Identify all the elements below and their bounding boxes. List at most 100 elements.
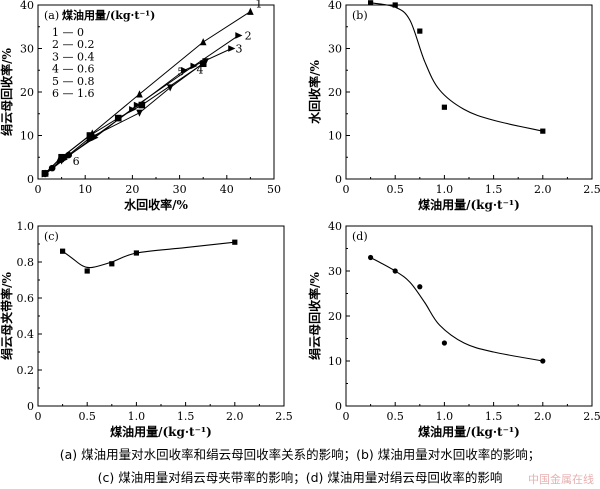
panel-1-legend-entry: 3 — 0.4 — [52, 50, 95, 63]
panel-4-y-tick-label: 40 — [328, 220, 342, 233]
panel-3-x-tick-label: 0 — [35, 410, 42, 423]
series-line-4 — [44, 61, 206, 175]
panel-4-y-tick-label: 30 — [328, 265, 342, 278]
panel-1-x-tick-label: 20 — [125, 183, 139, 196]
panel-2-y-tick-label: 0 — [335, 173, 342, 186]
panel-1-y-tick-label: 0 — [27, 173, 34, 186]
data-point-series-4 — [166, 84, 174, 92]
data-point-series-6 — [58, 156, 65, 163]
panel-1-x-tick-label: 0 — [35, 183, 42, 196]
panel-1-legend-entry: 5 — 0.8 — [52, 75, 95, 88]
series-curve-label-2: 2 — [245, 29, 252, 42]
panel-2-y-tick-label: 20 — [328, 86, 342, 99]
panel-2-data-point — [417, 28, 423, 34]
panel-4-x-tick-label: 0.5 — [386, 410, 404, 423]
panel-4-data-point — [368, 254, 374, 261]
watermark: 中国金属在线 — [528, 473, 594, 486]
panel-3-x-tick-label: 0.5 — [78, 410, 96, 423]
panel-3-y-tick-label: 1.0 — [17, 220, 35, 233]
panel-4-x-tick-label: 2.0 — [534, 410, 552, 423]
data-point-series-1 — [136, 90, 143, 98]
panel-4-axes-frame — [345, 225, 593, 407]
panel-4-panel-label: (d) — [352, 230, 368, 243]
caption-line-2: (c) 煤油用量对绢云母夹带率的影响；(d) 煤油用量对绢云母回收率的影响 — [97, 470, 503, 485]
panel-1-legend-entry: 4 — 0.6 — [52, 63, 95, 76]
panel-3-y-tick-label: 0.6 — [17, 292, 35, 305]
panel-4-x-tick-label: 1.5 — [485, 410, 503, 423]
data-point-series-5 — [138, 101, 146, 109]
panel-2-x-tick-label: 0 — [343, 183, 350, 196]
data-point-series-6 — [41, 170, 49, 178]
panel-1-y-tick-label: 30 — [20, 43, 34, 56]
series-curve-label-4: 4 — [197, 64, 204, 77]
panel-1-legend-entry: 2 — 0.2 — [52, 38, 95, 51]
panel-1-x-tick-label: 10 — [78, 183, 92, 196]
panel-3-data-point — [133, 250, 139, 256]
panel-4-y-axis-label: 绢云母回收率/% — [307, 272, 322, 360]
panel-2-y-tick-label: 10 — [328, 130, 342, 143]
data-point-series-2 — [235, 32, 243, 39]
panel-1-legend-title: 煤油用量/(kg·t⁻¹) — [62, 8, 155, 22]
panel-3-y-tick-label: 0 — [27, 400, 34, 413]
panel-3-y-tick-label: 0.2 — [17, 364, 35, 377]
panel-3-x-tick-label: 1.5 — [177, 410, 195, 423]
panel-3-y-axis-label: 绢云母夹带率/% — [0, 272, 14, 360]
panel-3-data-point — [84, 268, 90, 274]
panel-3-data-point — [109, 261, 115, 267]
data-point-series-1 — [247, 7, 254, 15]
panel-3-panel-label: (c) — [44, 230, 59, 243]
caption-line-1: (a) 煤油用量对水回收率和绢云母回收率关系的影响；(b) 煤油用量对水回收率的… — [59, 447, 541, 462]
series-curve-label-3: 3 — [236, 43, 243, 56]
panel-1-y-tick-label: 10 — [20, 130, 34, 143]
panel-1-y-tick-label: 20 — [20, 86, 34, 99]
data-point-series-3 — [228, 45, 236, 52]
panel-3-data-point — [60, 248, 66, 254]
panel-2-data-point — [392, 2, 398, 8]
panel-2-x-tick-label: 1.5 — [485, 183, 503, 196]
panel-4-y-tick-label: 20 — [328, 310, 342, 323]
panel-3-fit-curve — [62, 241, 235, 269]
panel-4-y-tick-label: 10 — [328, 355, 342, 368]
panel-3-x-tick-label: 1.0 — [128, 410, 146, 423]
panel-4-data-point — [392, 268, 398, 274]
panel-3-y-tick-label: 0.4 — [17, 328, 35, 341]
panel-2-y-axis-label: 水回收率/% — [307, 60, 322, 124]
panel-1-x-tick-label: 50 — [267, 183, 281, 196]
panel-3-x-axis-label: 煤油用量/(kg·t⁻¹) — [110, 424, 212, 439]
panel-2-x-tick-label: 0.5 — [386, 183, 404, 196]
panel-2-x-axis-label: 煤油用量/(kg·t⁻¹) — [418, 197, 520, 212]
panel-3-axes-frame — [37, 225, 285, 407]
panel-2-axes-frame — [345, 4, 593, 180]
panel-2-fit-curve — [370, 2, 543, 132]
data-point-series-5 — [199, 60, 207, 68]
panel-4-data-point — [441, 340, 447, 346]
panel-2-y-tick-label: 40 — [328, 0, 342, 12]
panel-1-x-axis-label: 水回收率/% — [124, 197, 188, 212]
data-point-series-6 — [65, 151, 72, 159]
data-point-series-5 — [86, 132, 94, 139]
data-point-series-6 — [48, 164, 56, 172]
panel-2-y-tick-label: 30 — [328, 43, 342, 56]
series-curve-label-1: 1 — [255, 0, 262, 11]
panel-4-x-tick-label: 1.0 — [436, 410, 454, 423]
panel-3-data-point — [232, 239, 238, 245]
panel-2-panel-label: (b) — [352, 9, 368, 22]
panel-2-data-point — [368, 0, 374, 6]
panel-4-data-point — [540, 358, 546, 364]
panel-3-x-tick-label: 2.5 — [275, 410, 293, 423]
panel-4-y-tick-label: 0 — [335, 400, 342, 413]
data-point-series-1 — [199, 38, 207, 46]
panel-3-y-tick-label: 0.8 — [17, 256, 35, 269]
data-point-series-3 — [181, 66, 189, 74]
panel-1-y-tick-label: 40 — [20, 0, 34, 12]
panel-2-x-tick-label: 2.0 — [534, 183, 552, 196]
panel-2-data-point — [441, 104, 447, 110]
panel-1-y-axis-label: 绢云母回收率/% — [0, 48, 14, 136]
panel-1-panel-label: (a) — [44, 9, 59, 22]
panel-1-x-tick-label: 30 — [173, 183, 187, 196]
panel-1-legend-entry: 6 — 1.6 — [52, 87, 95, 100]
panel-2-data-point — [540, 128, 546, 134]
panel-2-x-tick-label: 2.5 — [583, 183, 600, 196]
data-point-series-4 — [136, 109, 143, 117]
